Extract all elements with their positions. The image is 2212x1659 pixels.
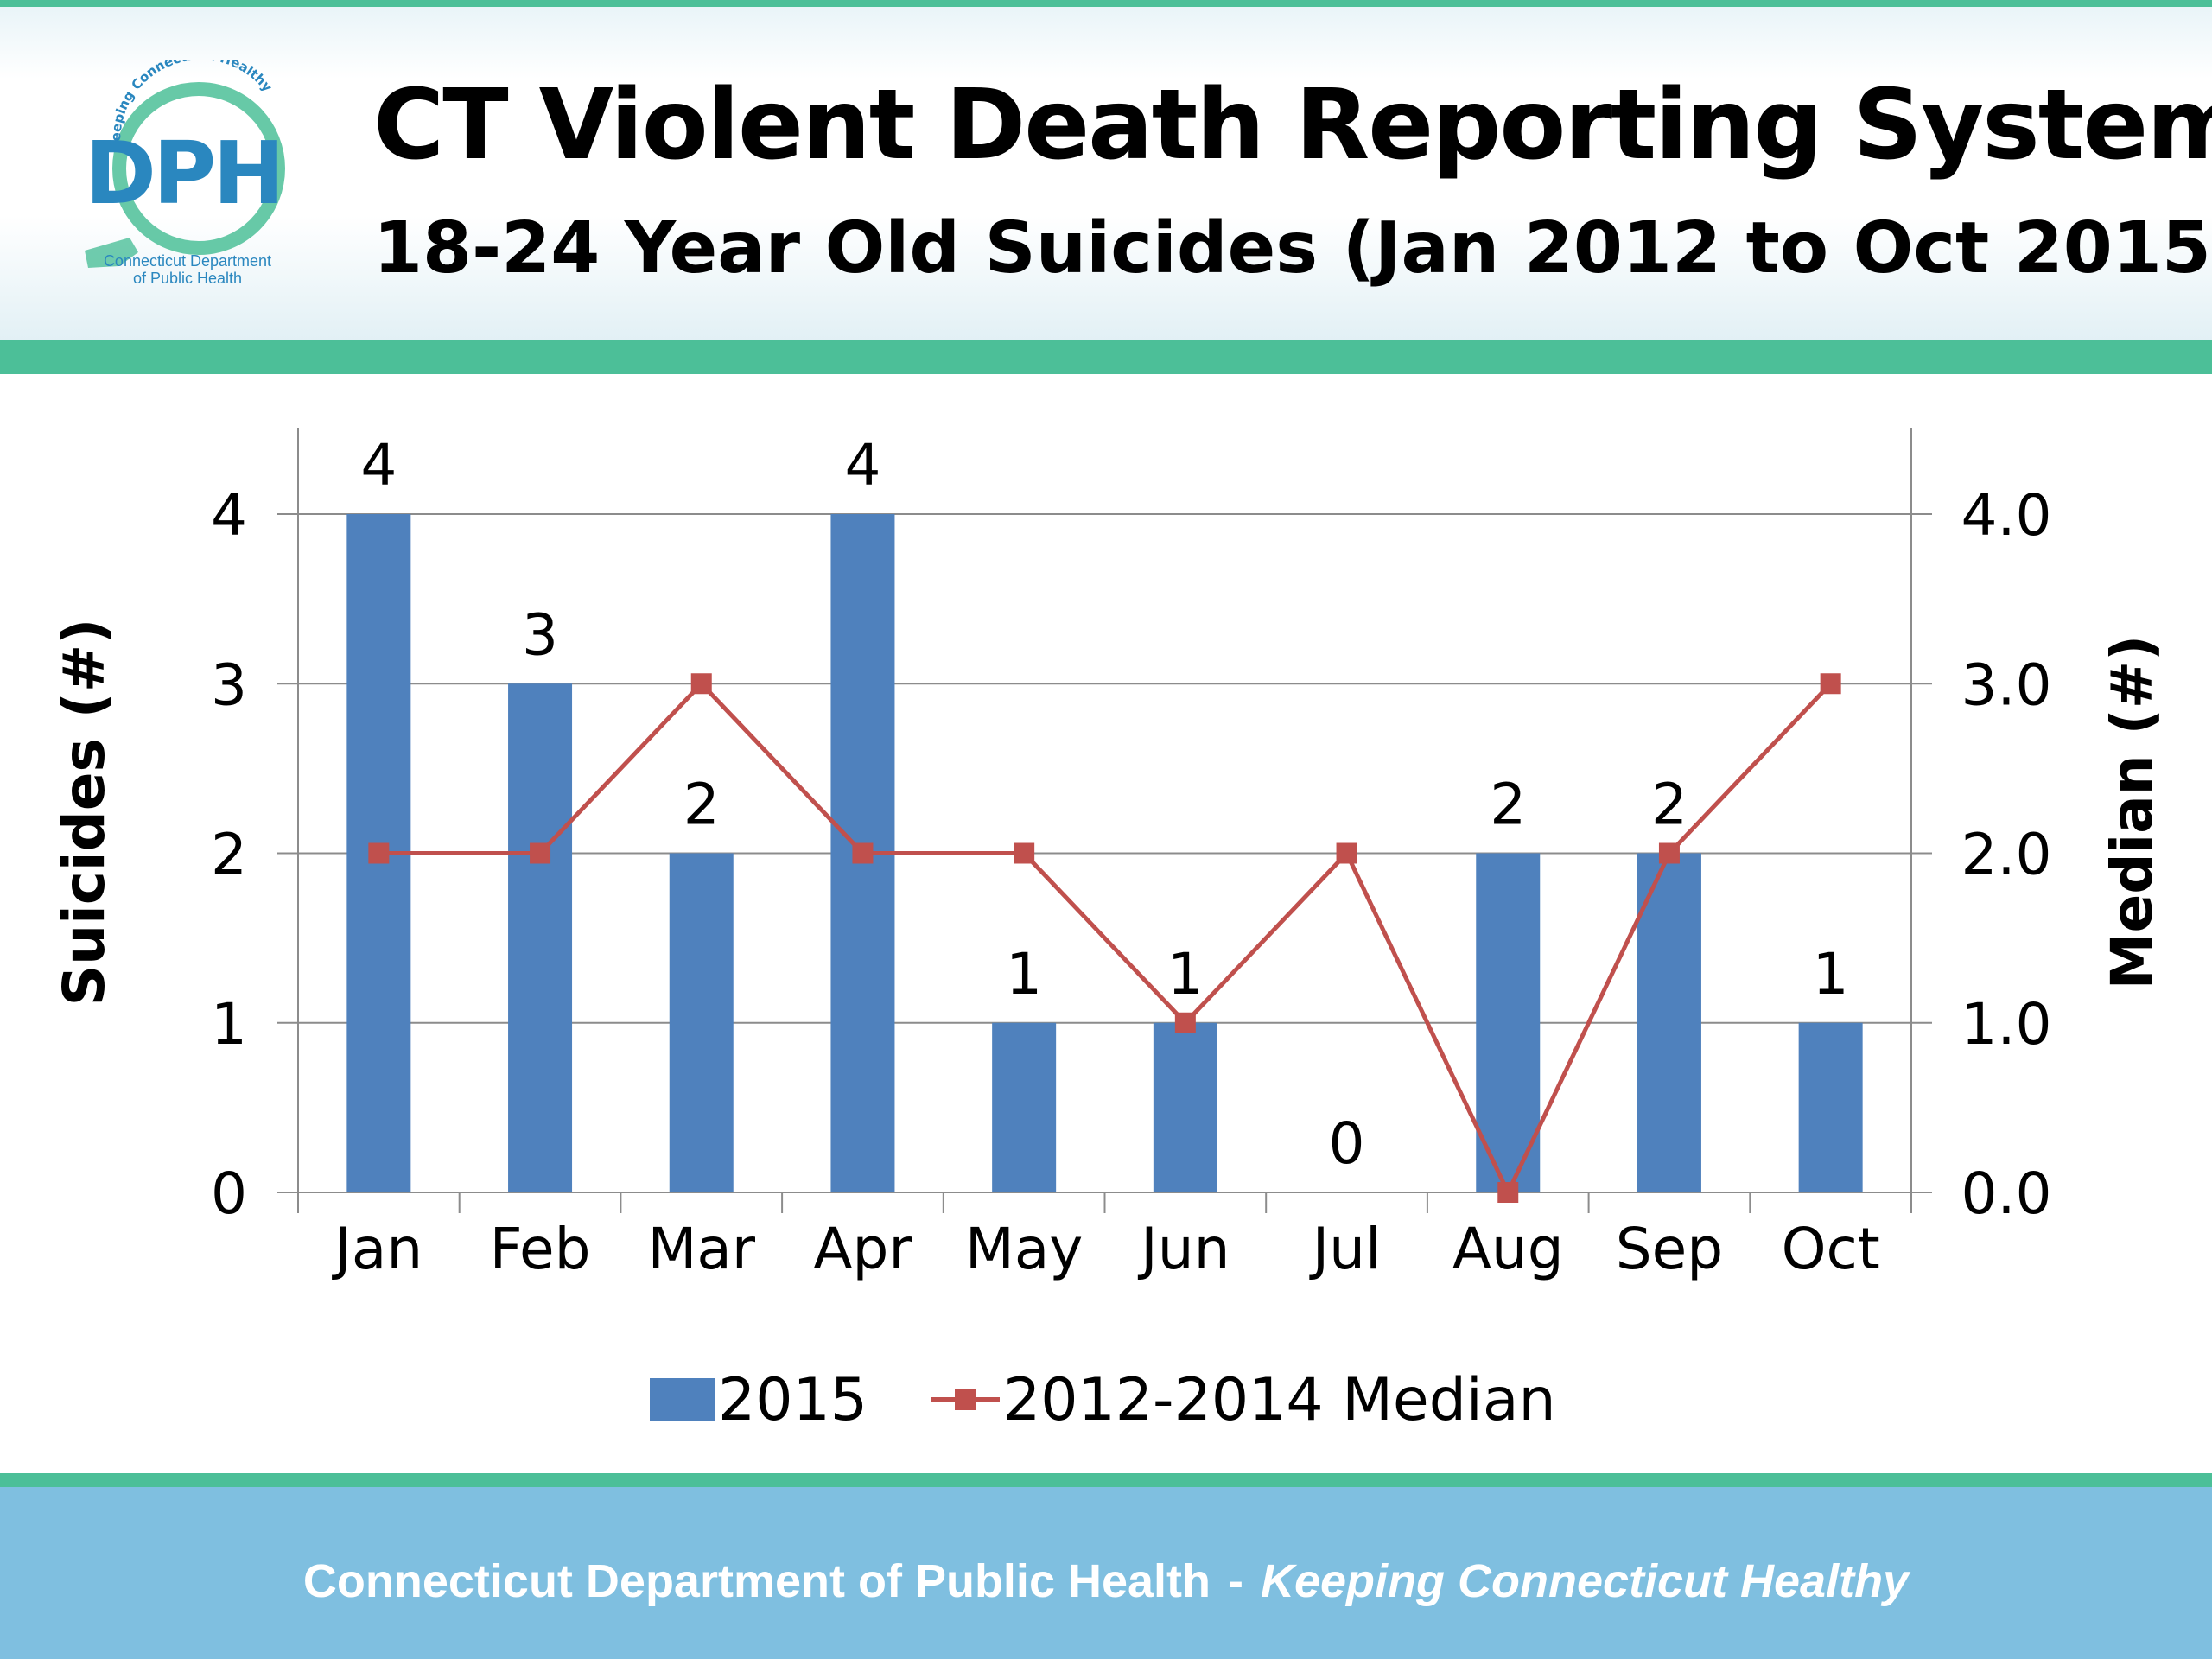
median-marker bbox=[1497, 1182, 1519, 1203]
footer-slogan: Keeping Connecticut Healthy bbox=[1261, 1555, 1910, 1607]
median-marker bbox=[1174, 1012, 1196, 1033]
y-tick-label-right: 2.0 bbox=[1961, 822, 2052, 888]
bar-data-label: 2 bbox=[1490, 772, 1526, 838]
bar-data-label: 0 bbox=[1329, 1110, 1365, 1177]
x-tick-label: Sep bbox=[1616, 1216, 1723, 1282]
y-axis-title-right: Median (#) bbox=[2099, 635, 2165, 989]
y-tick-label-right: 1.0 bbox=[1961, 991, 2052, 1058]
median-marker bbox=[1820, 673, 1841, 695]
bar-data-label: 1 bbox=[1006, 941, 1042, 1007]
median-marker bbox=[530, 842, 551, 864]
x-tick-label: Aug bbox=[1452, 1216, 1564, 1282]
logo-tagline: Connecticut Department of Public Health bbox=[79, 252, 296, 287]
dph-logo: Keeping Connecticut Healthy DPH bbox=[85, 60, 285, 268]
x-tick-label: Oct bbox=[1782, 1216, 1880, 1282]
logo-dph-text: DPH bbox=[85, 123, 282, 224]
y-tick-label-left: 2 bbox=[211, 822, 247, 888]
legend-label-median: 2012-2014 Median bbox=[1003, 1365, 1556, 1434]
bar-data-label: 2 bbox=[683, 772, 720, 838]
line-series-median bbox=[368, 673, 1841, 1203]
page-title: CT Violent Death Reporting System bbox=[373, 69, 2212, 181]
logo-tagline-line1: Connecticut Department bbox=[103, 252, 272, 270]
bar-data-label: 4 bbox=[844, 432, 880, 499]
y-tick-label-left: 3 bbox=[211, 652, 247, 718]
median-marker bbox=[368, 842, 390, 864]
footer-text: Connecticut Department of Public Health -… bbox=[0, 1554, 2212, 1608]
footer-banner: Connecticut Department of Public Health -… bbox=[0, 1473, 2212, 1659]
median-marker bbox=[852, 842, 874, 864]
bar-data-label: 1 bbox=[1813, 941, 1849, 1007]
bar-data-label: 1 bbox=[1167, 941, 1204, 1007]
data-labels: 4 3 2 4 1 1 0 2 2 1 bbox=[360, 432, 1848, 1177]
logo-tagline-line2: of Public Health bbox=[132, 270, 243, 287]
bar bbox=[1153, 1022, 1217, 1192]
bar bbox=[508, 683, 573, 1192]
median-marker bbox=[1014, 842, 1035, 864]
median-marker bbox=[1658, 842, 1680, 864]
legend-swatch-line bbox=[931, 1389, 1000, 1410]
bar bbox=[992, 1022, 1057, 1192]
x-tick-label: Apr bbox=[813, 1216, 912, 1282]
header-accent-band bbox=[0, 340, 2212, 374]
bar-data-label: 4 bbox=[360, 432, 397, 499]
y-tick-label-left: 0 bbox=[211, 1160, 247, 1227]
bar-series-2015 bbox=[346, 514, 1863, 1192]
x-tick-label: Mar bbox=[647, 1216, 755, 1282]
median-marker bbox=[1336, 842, 1357, 864]
footer-organization: Connecticut Department of Public Health bbox=[302, 1555, 1211, 1607]
legend-item-2015: 2015 bbox=[650, 1365, 868, 1434]
y-tick-label-right: 4.0 bbox=[1961, 482, 2052, 549]
y-tick-label-right: 3.0 bbox=[1961, 652, 2052, 718]
bar bbox=[1637, 853, 1701, 1192]
x-tick-label: Jan bbox=[331, 1216, 423, 1282]
legend: 2015 2012-2014 Median bbox=[650, 1365, 1687, 1434]
x-tick-label: Jun bbox=[1137, 1216, 1230, 1282]
legend-label-2015: 2015 bbox=[718, 1365, 868, 1434]
y-tick-label-right: 0.0 bbox=[1961, 1160, 2052, 1227]
chart: 0 0.0 1 1.0 2 2.0 3 3.0 4 4.0 Jan Feb Mar Apr May Jun Ju… bbox=[51, 428, 2165, 1282]
bar bbox=[669, 853, 734, 1192]
header-banner: Keeping Connecticut Healthy DPH Connecti… bbox=[0, 0, 2212, 374]
bar bbox=[1476, 853, 1541, 1192]
median-line bbox=[378, 680, 1833, 1198]
y-tick-label-left: 1 bbox=[211, 991, 247, 1058]
y-tick-label-left: 4 bbox=[211, 482, 247, 549]
median-marker bbox=[690, 673, 712, 695]
axes: 0 0.0 1 1.0 2 2.0 3 3.0 4 4.0 Jan Feb Mar Apr May Jun Ju… bbox=[211, 428, 2051, 1282]
bar-data-label: 2 bbox=[1651, 772, 1688, 838]
legend-item-median: 2012-2014 Median bbox=[931, 1365, 1556, 1434]
bar bbox=[1798, 1022, 1863, 1192]
x-tick-label: May bbox=[965, 1216, 1083, 1282]
x-tick-label: Jul bbox=[1309, 1216, 1382, 1282]
bar-data-label: 3 bbox=[522, 601, 558, 668]
footer-separator: - bbox=[1228, 1555, 1243, 1607]
y-axis-title-left: Suicides (#) bbox=[51, 619, 118, 1007]
x-tick-label: Feb bbox=[490, 1216, 591, 1282]
page-subtitle: 18-24 Year Old Suicides (Jan 2012 to Oct… bbox=[373, 207, 2212, 289]
legend-swatch-bar bbox=[650, 1378, 715, 1421]
